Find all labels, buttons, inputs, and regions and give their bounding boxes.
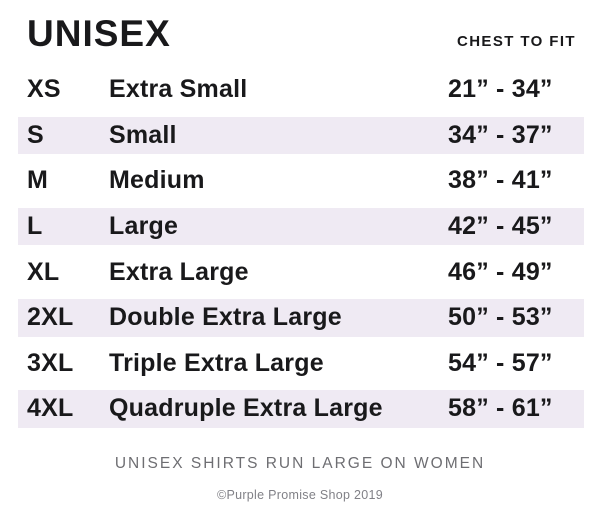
size-name: Triple Extra Large — [109, 348, 324, 377]
size-code: 3XL — [27, 348, 74, 377]
size-name: Small — [109, 120, 177, 149]
size-name: Quadruple Extra Large — [109, 394, 383, 423]
size-row-m: M Medium 38” - 41” — [18, 158, 584, 204]
chest-range: 21” - 34” — [448, 75, 553, 104]
size-name: Medium — [109, 166, 205, 195]
size-code: M — [27, 166, 49, 195]
fit-note: UNISEX SHIRTS RUN LARGE ON WOMEN — [114, 455, 486, 472]
size-table: XS Extra Small 21” - 34” S Small 34” - 37” M Me… — [18, 67, 584, 432]
chest-range: 50” - 53” — [448, 303, 553, 332]
row-shade-band — [18, 298, 584, 337]
size-code: 2XL — [27, 303, 74, 332]
page-title: UNISEX — [27, 13, 171, 54]
size-row-s: S Small 34” - 37” — [18, 113, 584, 159]
chest-range: 38” - 41” — [448, 166, 553, 195]
size-code: XS — [27, 75, 61, 104]
row-shade-band — [18, 116, 584, 155]
chest-range: 34” - 37” — [448, 120, 553, 149]
size-row-xs: XS Extra Small 21” - 34” — [18, 67, 584, 113]
size-row-4xl: 4XL Quadruple Extra Large 58” - 61” — [18, 386, 584, 432]
size-name: Double Extra Large — [109, 303, 342, 332]
size-row-xl: XL Extra Large 46” - 49” — [18, 249, 584, 295]
copyright-text: ©Purple Promise Shop 2019 — [216, 488, 384, 502]
size-row-l: L Large 42” - 45” — [18, 204, 584, 250]
size-row-3xl: 3XL Triple Extra Large 54” - 57” — [18, 341, 584, 387]
size-row-2xl: 2XL Double Extra Large 50” - 53” — [18, 295, 584, 341]
size-code: 4XL — [27, 394, 74, 423]
size-code: S — [27, 120, 44, 149]
row-shade-band — [18, 207, 584, 246]
chest-to-fit-column-label: CHEST TO FIT — [456, 33, 576, 50]
chest-range: 46” - 49” — [448, 257, 553, 286]
size-name: Large — [109, 212, 179, 241]
size-name: Extra Large — [109, 257, 249, 286]
chest-range: 42” - 45” — [448, 212, 553, 241]
size-code: XL — [27, 257, 60, 286]
chest-range: 58” - 61” — [448, 394, 553, 423]
chest-range: 54” - 57” — [448, 348, 553, 377]
size-code: L — [27, 212, 43, 241]
size-name: Extra Small — [109, 75, 248, 104]
header: UNISEX CHEST TO FIT — [27, 14, 576, 54]
row-shade-band — [18, 390, 584, 428]
